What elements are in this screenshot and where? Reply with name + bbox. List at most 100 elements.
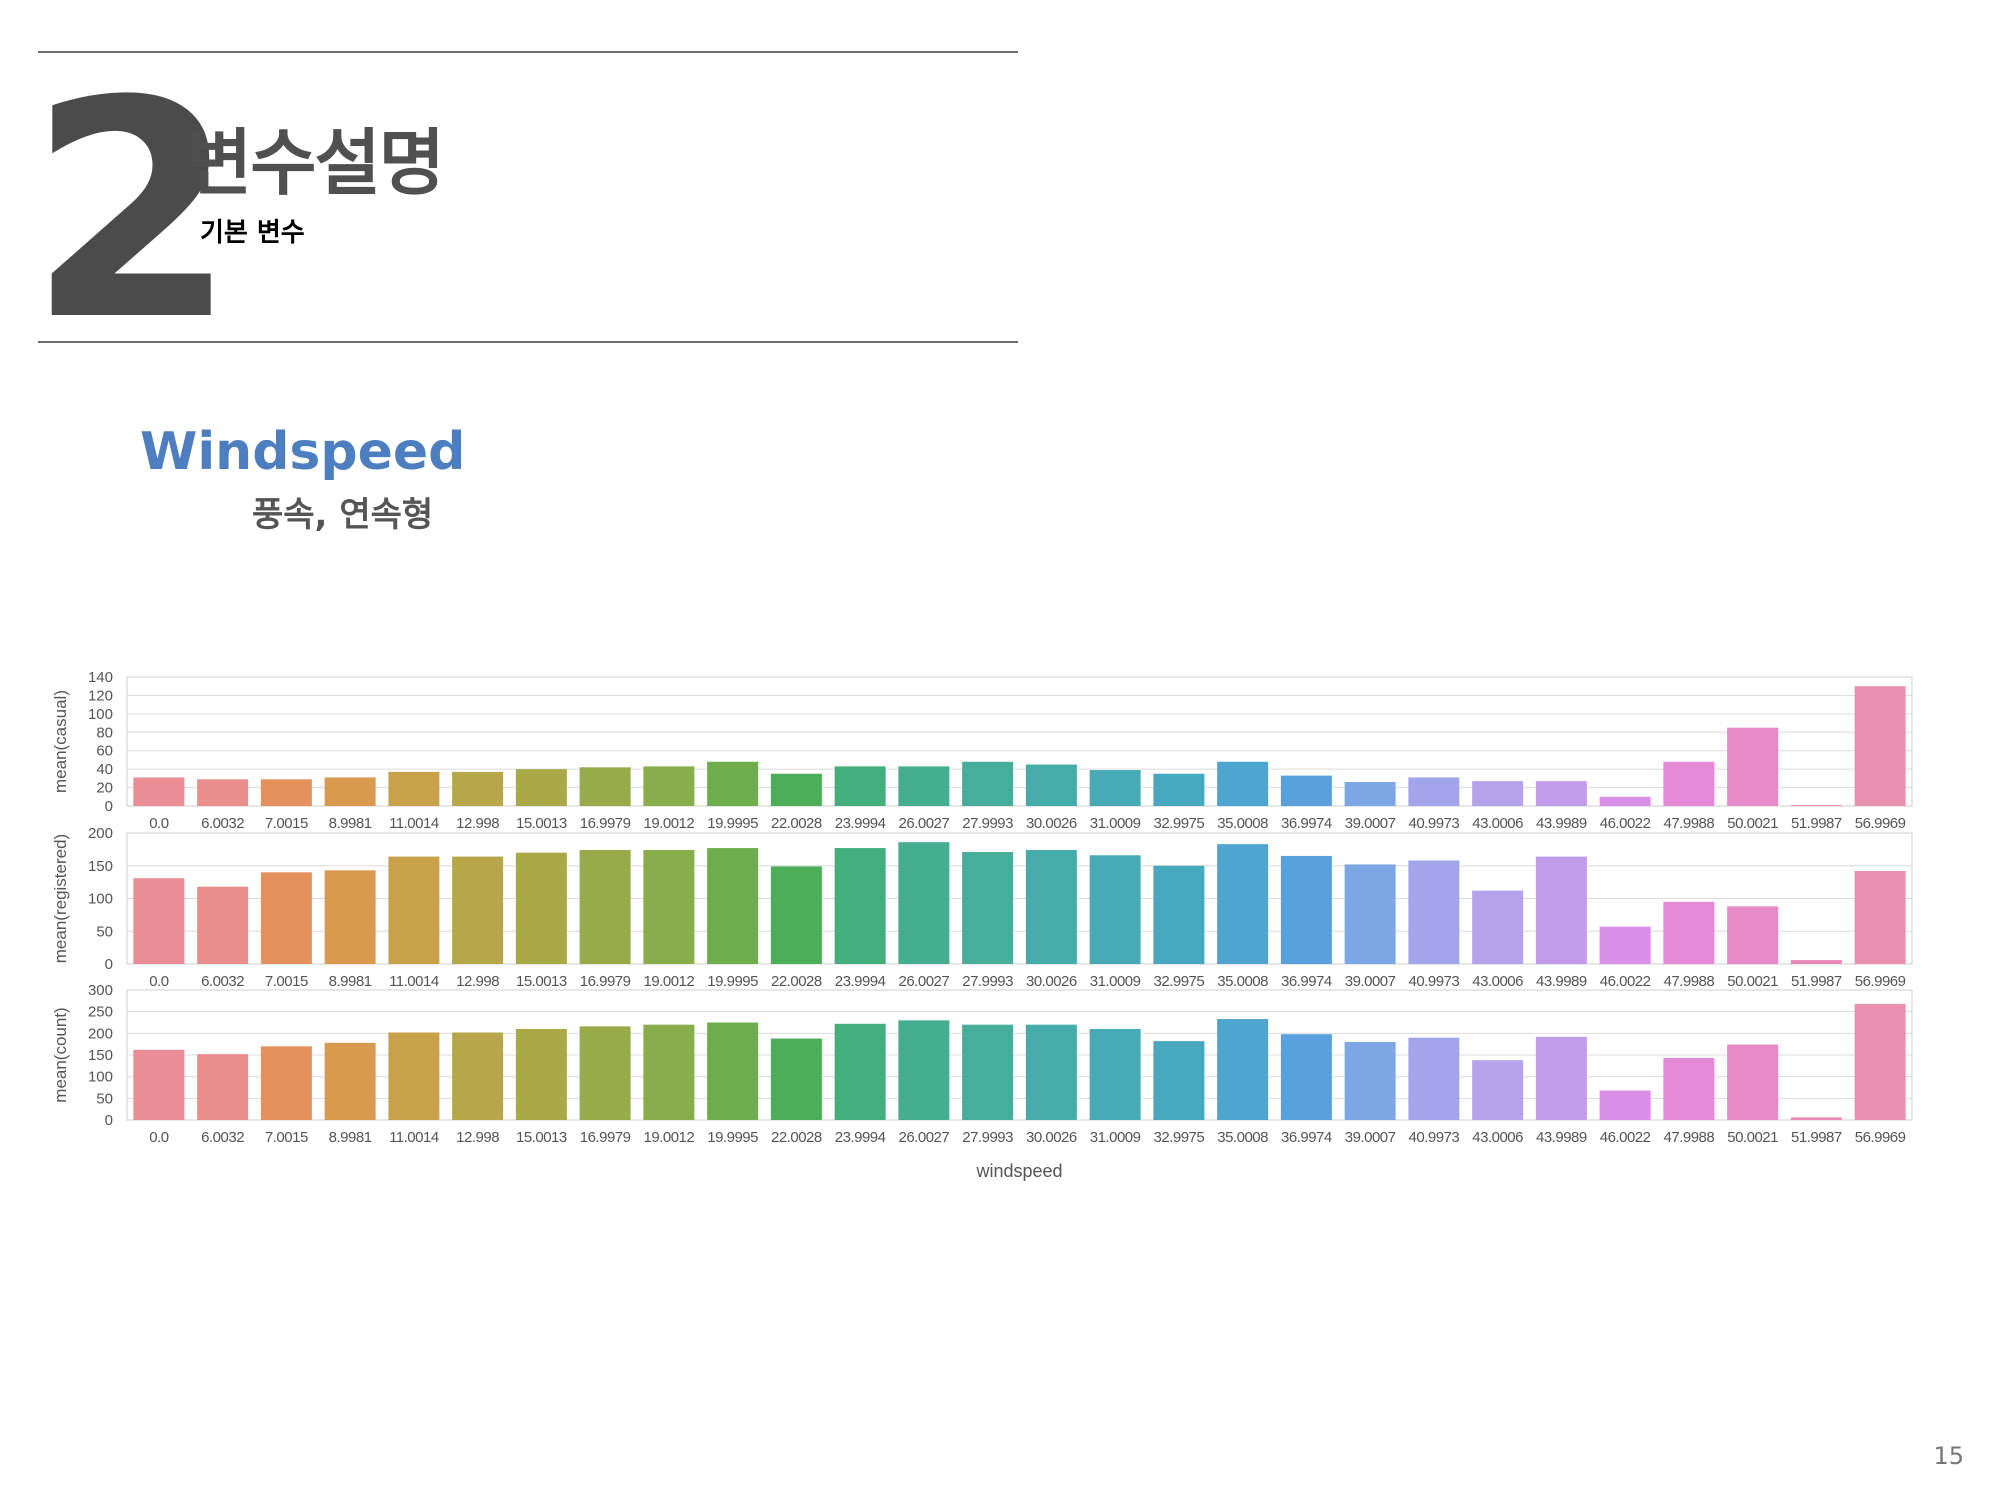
x-tick-label: 23.9994 [835, 973, 886, 990]
x-tick-label: 56.9969 [1855, 1129, 1906, 1146]
bar [452, 856, 504, 964]
bar [1280, 1034, 1332, 1120]
x-tick-label: 0.0 [149, 815, 169, 832]
x-tick-label: 8.9981 [329, 815, 372, 832]
bar [452, 1032, 504, 1120]
y-tick-label: 100 [88, 891, 113, 908]
y-tick-label: 50 [96, 923, 113, 940]
bar [707, 848, 759, 964]
x-tick-label: 46.0022 [1600, 1129, 1651, 1146]
y-tick-label: 0 [105, 956, 113, 973]
bar [1472, 781, 1524, 806]
x-tick-label: 19.0012 [644, 815, 695, 832]
plot-frame [126, 676, 1913, 807]
bar [324, 870, 376, 964]
bar [962, 1024, 1014, 1120]
bar [197, 886, 249, 964]
x-tick-label: 39.0007 [1345, 973, 1396, 990]
x-tick-label: 47.9988 [1664, 815, 1715, 832]
bar [1599, 796, 1651, 806]
x-tick-label: 19.9995 [707, 1129, 758, 1146]
x-tick-label: 6.0032 [201, 1129, 244, 1146]
bar [707, 1022, 759, 1120]
bar [324, 1042, 376, 1120]
bar [1280, 775, 1332, 806]
x-axis-label: windspeed [975, 1161, 1062, 1181]
x-tick-label: 12.998 [456, 815, 499, 832]
x-tick-label: 43.9989 [1536, 815, 1587, 832]
x-tick-label: 43.0006 [1472, 1129, 1523, 1146]
x-tick-label: 15.0013 [516, 1129, 567, 1146]
y-tick-label: 50 [96, 1090, 113, 1107]
bar [643, 850, 695, 964]
y-tick-label: 60 [96, 743, 113, 760]
x-tick-label: 27.9993 [962, 1129, 1013, 1146]
x-tick-label: 26.0027 [899, 1129, 950, 1146]
bar [1790, 960, 1842, 964]
bar [1344, 864, 1396, 964]
x-tick-label: 56.9969 [1855, 815, 1906, 832]
y-axis-label: mean(registered) [51, 834, 70, 963]
bar [1599, 926, 1651, 964]
x-tick-label: 47.9988 [1664, 973, 1715, 990]
x-tick-label: 22.0028 [771, 1129, 822, 1146]
bar [1408, 1037, 1460, 1120]
bar [452, 771, 504, 806]
bar [1408, 777, 1460, 806]
y-tick-label: 100 [88, 1069, 113, 1086]
bar [770, 1038, 822, 1120]
x-tick-label: 36.9974 [1281, 815, 1332, 832]
bar [388, 771, 440, 806]
bar [515, 769, 567, 806]
x-tick-label: 16.9979 [580, 815, 631, 832]
x-tick-label: 7.0015 [265, 815, 308, 832]
bar [770, 773, 822, 806]
bar [834, 1023, 886, 1120]
bar [1344, 782, 1396, 806]
bar [579, 850, 631, 964]
x-tick-label: 56.9969 [1855, 973, 1906, 990]
bar [260, 872, 312, 964]
x-tick-label: 31.0009 [1090, 815, 1141, 832]
bottom-rule [38, 341, 1018, 343]
y-tick-label: 40 [96, 761, 113, 778]
bar [1663, 761, 1715, 806]
x-tick-label: 46.0022 [1600, 973, 1651, 990]
bar [388, 1032, 440, 1120]
y-tick-label: 200 [88, 1025, 113, 1042]
x-tick-label: 51.9987 [1791, 1129, 1842, 1146]
x-tick-label: 51.9987 [1791, 815, 1842, 832]
bar [515, 852, 567, 964]
y-tick-label: 250 [88, 1004, 113, 1021]
bar [1217, 761, 1269, 806]
x-tick-label: 15.0013 [516, 973, 567, 990]
bar [1089, 855, 1141, 964]
section-number: 2 [28, 37, 237, 386]
x-tick-label: 50.0021 [1727, 815, 1778, 832]
bar [770, 866, 822, 964]
x-tick-label: 50.0021 [1727, 1129, 1778, 1146]
y-tick-label: 20 [96, 780, 113, 797]
y-axis-label: mean(count) [51, 1007, 70, 1102]
bar [1535, 856, 1587, 964]
y-tick-label: 150 [88, 1047, 113, 1064]
x-tick-label: 6.0032 [201, 973, 244, 990]
page-title: 변수설명 [186, 121, 445, 205]
x-tick-label: 16.9979 [580, 1129, 631, 1146]
y-tick-label: 300 [88, 982, 113, 999]
bar [1280, 855, 1332, 964]
x-tick-label: 26.0027 [899, 815, 950, 832]
x-tick-label: 11.0014 [389, 973, 439, 990]
x-tick-label: 19.0012 [644, 1129, 695, 1146]
bar [133, 777, 185, 806]
bar [1025, 1024, 1077, 1120]
bar [579, 767, 631, 806]
x-tick-label: 32.9975 [1154, 973, 1205, 990]
bar [388, 856, 440, 964]
bar [324, 777, 376, 806]
plot-frame [126, 989, 1913, 1121]
x-tick-label: 11.0014 [389, 1129, 439, 1146]
x-tick-label: 8.9981 [329, 973, 372, 990]
x-tick-label: 50.0021 [1727, 973, 1778, 990]
